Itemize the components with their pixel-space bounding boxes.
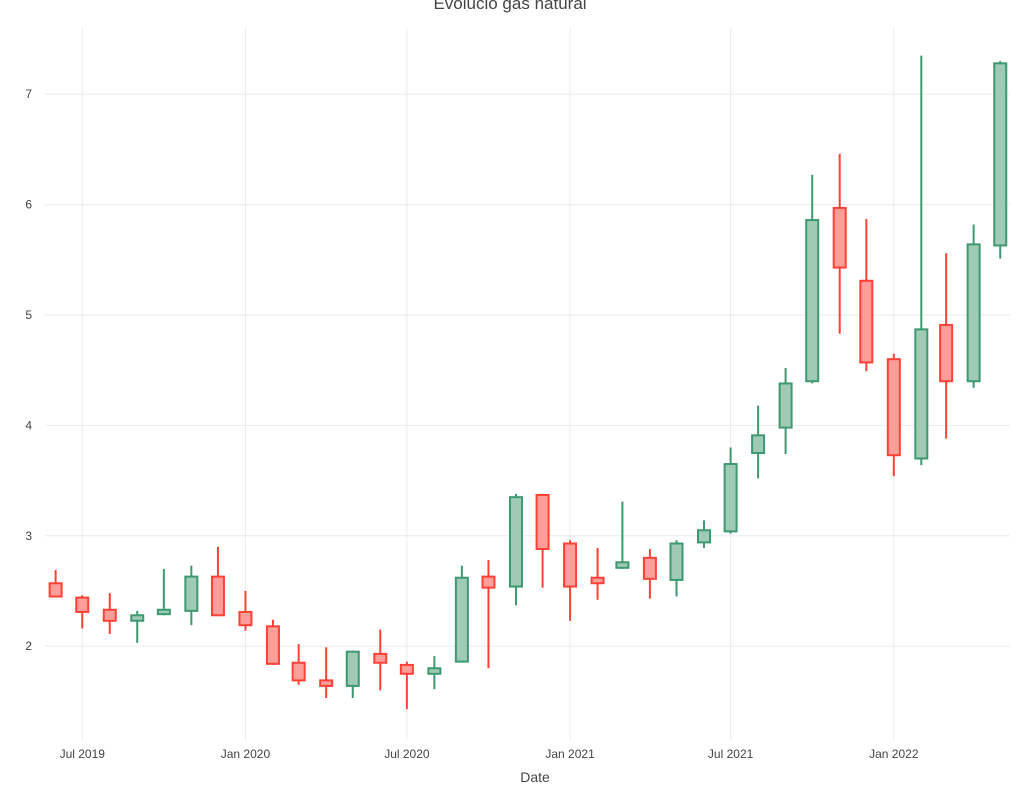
candle-increasing	[697, 520, 712, 548]
candle-body	[615, 561, 630, 569]
candle-decreasing	[886, 353, 901, 477]
candle-body	[481, 575, 496, 589]
x-tick-label: Jul 2020	[384, 747, 430, 761]
candle-body	[751, 434, 766, 454]
candle-body	[642, 556, 657, 580]
candle-layer	[48, 55, 1008, 710]
candle-increasing	[751, 405, 766, 479]
candle-decreasing	[642, 549, 657, 599]
candle-body	[48, 582, 63, 598]
candle-body	[319, 679, 334, 687]
y-tick-label: 7	[25, 87, 32, 101]
candle-body	[805, 219, 820, 383]
y-tick-label: 6	[25, 198, 32, 212]
candle-increasing	[993, 61, 1008, 259]
candle-body	[102, 608, 117, 622]
candle-body	[832, 206, 847, 269]
x-tick-label: Jan 2022	[869, 747, 919, 761]
candle-decreasing	[319, 647, 334, 699]
candle-decreasing	[859, 218, 874, 372]
candle-body	[669, 542, 684, 581]
candle-increasing	[508, 493, 523, 606]
candle-increasing	[427, 656, 442, 690]
y-tick-label: 2	[25, 639, 32, 653]
y-tick-label: 5	[25, 308, 32, 322]
candle-body	[210, 575, 225, 617]
candle-decreasing	[590, 547, 605, 600]
candle-decreasing	[832, 153, 847, 334]
candle-body	[535, 493, 550, 551]
candle-increasing	[345, 650, 360, 699]
candle-body	[886, 358, 901, 457]
candle-body	[697, 529, 712, 544]
x-tick-label: Jul 2019	[60, 747, 106, 761]
candle-body	[966, 243, 981, 383]
candle-body	[939, 323, 954, 383]
candle-decreasing	[210, 546, 225, 617]
y-tick-label: 3	[25, 529, 32, 543]
candle-decreasing	[481, 560, 496, 669]
candle-decreasing	[238, 590, 253, 631]
candle-body	[563, 542, 578, 588]
x-axis-title: Date	[520, 769, 550, 785]
candle-increasing	[669, 540, 684, 597]
candle-body	[454, 576, 469, 663]
chart-title: Evolució gas natural	[433, 0, 587, 13]
candle-decreasing	[563, 540, 578, 621]
candle-body	[130, 614, 145, 622]
candle-body	[373, 652, 388, 664]
x-tick-label: Jan 2020	[221, 747, 271, 761]
candle-decreasing	[399, 661, 414, 710]
candle-decreasing	[102, 593, 117, 635]
candle-body	[75, 596, 90, 613]
candle-decreasing	[939, 253, 954, 439]
candle-increasing	[454, 565, 469, 663]
x-tick-label: Jan 2021	[545, 747, 595, 761]
candle-decreasing	[535, 493, 550, 588]
candle-increasing	[805, 174, 820, 384]
candle-increasing	[966, 224, 981, 388]
candle-increasing	[615, 501, 630, 569]
candle-body	[238, 610, 253, 627]
candle-body	[723, 463, 738, 533]
candle-increasing	[156, 568, 171, 616]
candle-decreasing	[373, 629, 388, 691]
candle-increasing	[778, 367, 793, 455]
candle-decreasing	[48, 570, 63, 598]
candle-body	[590, 576, 605, 585]
candle-increasing	[130, 610, 145, 643]
axis-layer: 2 3 4 5 6 7 Jul 2019 Jan 2020 Jul 2020 Jan 2021 Ju…	[25, 87, 919, 761]
candle-decreasing	[75, 595, 90, 629]
candle-body	[345, 650, 360, 687]
x-tick-label: Jul 2021	[708, 747, 754, 761]
candle-body	[156, 608, 171, 616]
candle-body	[914, 328, 929, 460]
candle-increasing	[914, 55, 929, 466]
candle-body	[508, 496, 523, 588]
candle-body	[859, 279, 874, 364]
candle-increasing	[723, 447, 738, 534]
candle-body	[291, 661, 306, 682]
candle-decreasing	[265, 619, 280, 665]
candle-body	[778, 382, 793, 429]
candle-body	[265, 625, 280, 665]
grid-layer	[45, 28, 1010, 740]
y-tick-label: 4	[25, 418, 32, 432]
candle-increasing	[184, 565, 199, 626]
candle-body	[427, 667, 442, 675]
candle-body	[399, 663, 414, 675]
candle-decreasing	[291, 643, 306, 685]
candle-body	[993, 62, 1008, 247]
candle-body	[184, 575, 199, 612]
